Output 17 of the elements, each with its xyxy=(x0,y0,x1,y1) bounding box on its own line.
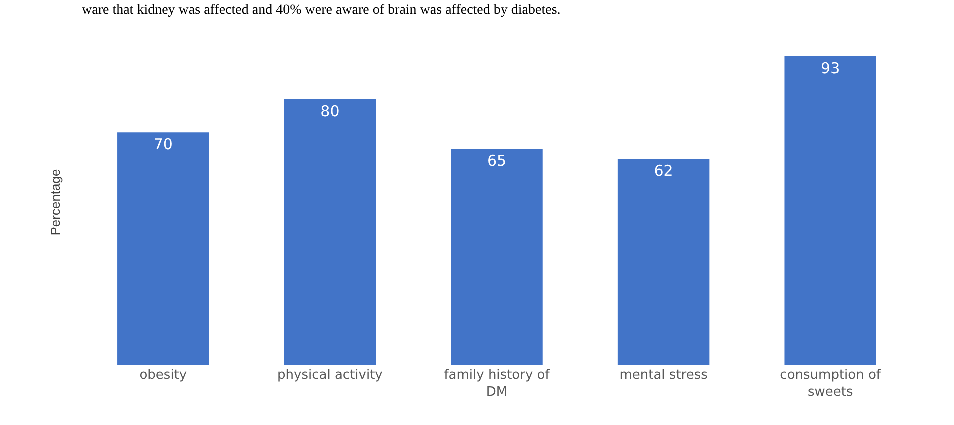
text: ware that kidney was affected and 40% were aware of brain was affected by diabetes. xyxy=(82,3,561,18)
bar xyxy=(784,56,876,365)
data-label: 65 xyxy=(487,152,507,170)
x-tick-label: obesity xyxy=(140,368,188,383)
data-label: 93 xyxy=(821,59,840,78)
bar xyxy=(451,149,543,365)
x-tick-label: family history of DM xyxy=(444,368,550,400)
x-tick-label: mental stress xyxy=(620,368,708,383)
x-tick-label: consumption of sweets xyxy=(780,368,882,400)
y-axis-title: Percentage xyxy=(48,169,63,236)
data-label: 62 xyxy=(654,162,674,180)
bar xyxy=(618,159,710,365)
bar xyxy=(284,99,376,365)
data-label: 70 xyxy=(154,136,173,154)
bar xyxy=(118,132,210,365)
x-tick-label: physical activity xyxy=(278,368,384,383)
data-label: 80 xyxy=(320,102,340,120)
